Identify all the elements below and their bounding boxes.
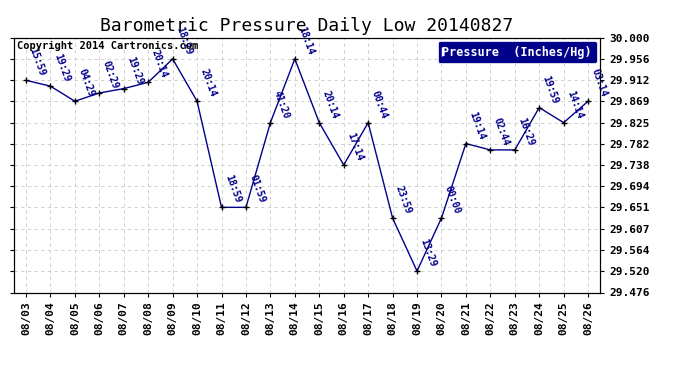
Text: 19:59: 19:59 [540,74,560,105]
Text: 17:14: 17:14 [345,131,364,162]
Text: 19:29: 19:29 [52,53,71,83]
Text: 15:59: 15:59 [28,46,47,78]
Text: 14:14: 14:14 [565,89,584,120]
Text: 13:29: 13:29 [418,237,438,268]
Text: 03:14: 03:14 [589,68,609,99]
Text: 20:14: 20:14 [321,89,340,120]
Text: 16:29: 16:29 [516,116,535,147]
Text: 19:14: 19:14 [467,110,486,141]
Text: 18:29: 18:29 [174,25,193,56]
Legend: Pressure  (Inches/Hg): Pressure (Inches/Hg) [437,41,597,63]
Text: 41:20: 41:20 [272,89,291,120]
Title: Barometric Pressure Daily Low 20140827: Barometric Pressure Daily Low 20140827 [101,16,513,34]
Text: Copyright 2014 Cartronics.com: Copyright 2014 Cartronics.com [17,41,198,51]
Text: 19:29: 19:29 [125,55,145,86]
Text: 00:44: 00:44 [370,89,389,120]
Text: 04:29: 04:29 [77,68,96,99]
Text: 18:59: 18:59 [223,174,242,204]
Text: 18:14: 18:14 [296,25,315,56]
Text: 23:59: 23:59 [394,184,413,215]
Text: 20:14: 20:14 [199,68,218,99]
Text: 20:14: 20:14 [150,48,169,80]
Text: 01:59: 01:59 [247,174,267,204]
Text: 00:00: 00:00 [443,184,462,215]
Text: 02:44: 02:44 [492,116,511,147]
Text: 02:29: 02:29 [101,59,120,90]
